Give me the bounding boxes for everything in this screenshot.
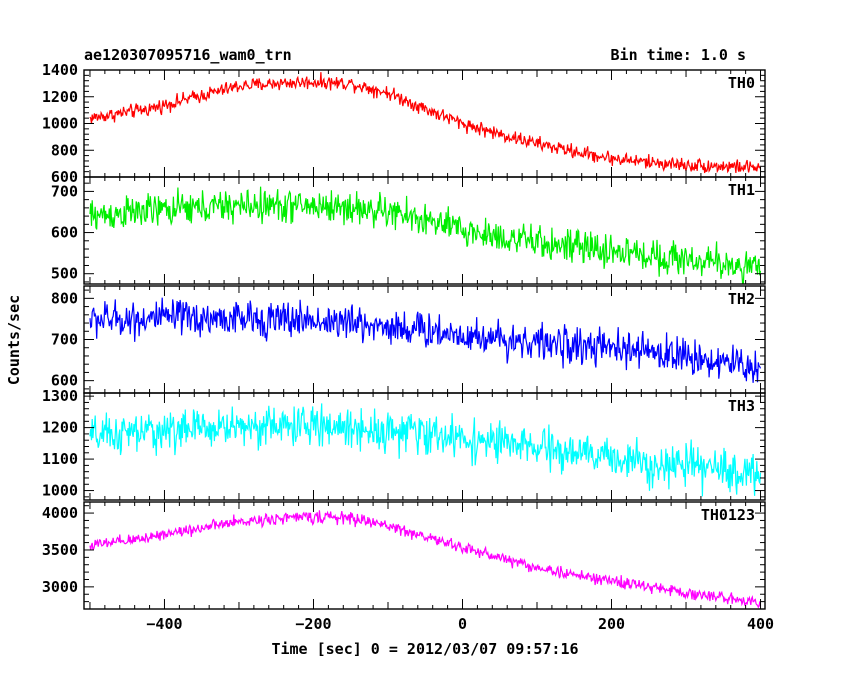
y-tick-label: 800	[51, 289, 78, 307]
panel-frame	[83, 69, 766, 178]
y-tick-label: 1300	[42, 387, 78, 405]
panel-frame	[83, 176, 766, 285]
panel-th3: 1000 1100 1200 1300 TH3	[42, 387, 766, 501]
light-curve-series-th3	[89, 403, 762, 497]
y-tick-label: 700	[51, 182, 78, 200]
panel-frame	[83, 392, 766, 501]
panel-th0: 600 800 1000 1200 1400 TH0	[42, 61, 766, 186]
y-tick-label: 3500	[42, 541, 78, 559]
y-tick-label: 600	[51, 372, 78, 390]
y-tick-label: 600	[51, 224, 78, 242]
panel-label-th3: TH3	[728, 397, 755, 415]
y-tick-label: 1400	[42, 61, 78, 79]
y-tick-label: 3000	[42, 578, 78, 596]
panel-frame	[83, 501, 766, 610]
y-tick-label: 600	[51, 168, 78, 186]
x-tick-label: 400	[747, 615, 774, 633]
y-tick-label: 1000	[42, 482, 78, 500]
panel-label-th1: TH1	[728, 181, 755, 199]
x-axis-label: Time [sec] 0 = 2012/03/07 09:57:16	[271, 640, 578, 658]
y-tick-label: 4000	[42, 504, 78, 522]
x-tick-label: −200	[295, 615, 331, 633]
bin-time-label: Bin time: 1.0 s	[611, 46, 746, 64]
y-tick-label: 800	[51, 141, 78, 159]
y-axis-label: Counts/sec	[5, 295, 23, 385]
chart-title: ae120307095716_wam0_trn	[84, 46, 292, 64]
light-curve-series-th0123	[89, 510, 762, 609]
y-tick-label: 500	[51, 265, 78, 283]
x-tick-label: −400	[146, 615, 182, 633]
x-tick-label: 0	[458, 615, 467, 633]
panel-label-th2: TH2	[728, 290, 755, 308]
light-curve-series-th2	[89, 297, 762, 383]
y-tick-label: 1100	[42, 450, 78, 468]
y-tick-label: 1200	[42, 88, 78, 106]
light-curve-series-th0	[89, 72, 762, 174]
panel-th1: 500 600 700 TH1	[51, 176, 766, 285]
panel-label-th0: TH0	[728, 74, 755, 92]
y-tick-label: 1200	[42, 419, 78, 437]
panel-th2: 600 700 800 TH2	[51, 285, 766, 394]
y-tick-label: 700	[51, 331, 78, 349]
panel-label-th0123: TH0123	[701, 506, 755, 524]
light-curve-series-th1	[89, 186, 762, 284]
x-tick-label: 200	[598, 615, 625, 633]
y-tick-label: 1000	[42, 115, 78, 133]
panel-th0123: 3000 3500 4000 TH0123	[42, 501, 766, 610]
